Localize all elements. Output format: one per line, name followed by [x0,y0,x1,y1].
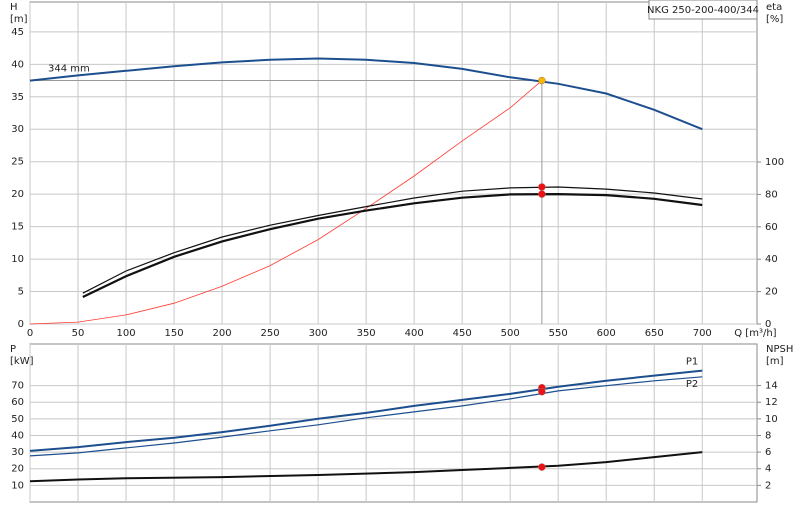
x-tick-label: 250 [261,328,280,339]
curve-label: P2 [686,379,698,390]
duty-point [538,76,546,85]
y-axis-title: H [10,2,18,13]
y2-tick-label: 14 [765,381,778,392]
y2-tick-label: 60 [765,222,778,233]
plot-frame [29,1,758,325]
y-tick-label: 25 [11,157,24,168]
y-axis-unit: [kW] [10,356,34,367]
y-tick-label: 10 [11,254,24,265]
x-tick-label: 50 [72,328,85,339]
y2-tick-label: 2 [765,480,771,491]
y2-tick-label: 8 [765,430,771,441]
x-axis-title: Q [m³/h] [734,328,776,339]
y2-tick-label: 0 [765,319,771,330]
curve [82,192,703,298]
y2-axis-unit: [m] [766,356,784,367]
y2-tick-label: 80 [765,189,778,200]
duty-point [538,183,546,191]
x-tick-label: 200 [213,328,232,339]
y2-tick-label: 12 [765,397,778,408]
y-tick-label: 35 [11,92,24,103]
y-tick-label: 20 [11,189,24,200]
y-axis-unit: [m] [10,14,28,25]
curve [82,186,703,294]
x-tick-label: 700 [693,328,712,339]
curve [29,57,703,131]
y2-tick-label: 10 [765,414,778,425]
y-tick-label: 50 [11,414,24,425]
x-tick-label: 350 [357,328,376,339]
y-tick-label: 40 [11,430,24,441]
x-tick-label: 600 [597,328,616,339]
y-axis-title: P [10,344,16,355]
x-tick-label: 100 [116,328,135,339]
x-tick-label: 550 [549,328,568,339]
duty-point [538,463,546,471]
curve [29,376,703,457]
y2-tick-label: 20 [765,287,778,298]
x-tick-label: 300 [309,328,328,339]
y-tick-label: 30 [11,124,24,135]
y-tick-label: 0 [18,319,24,330]
duty-point [538,387,546,396]
y2-tick-label: 100 [765,157,784,168]
y2-tick-label: 40 [765,254,778,265]
curve [29,369,703,452]
curve [29,80,543,325]
y2-tick-label: 4 [765,464,771,475]
y-tick-label: 70 [11,381,24,392]
x-tick-label: 500 [501,328,520,339]
y-tick-label: 40 [11,59,24,70]
y-tick-label: 60 [11,397,24,408]
curve [29,451,703,483]
curve-label: 344 mm [48,64,90,75]
y2-axis-unit: [%] [766,14,783,25]
x-tick-label: 150 [165,328,184,339]
y2-axis-title: eta [766,2,782,13]
duty-point [538,190,546,198]
title-box [648,0,758,20]
chart-title: NKG 250-200-400/344 [647,5,759,16]
y2-axis-title: NPSH [766,344,793,355]
x-tick-label: 0 [27,328,33,339]
y-tick-label: 15 [11,222,24,233]
curve-label: P1 [686,357,698,368]
y-tick-label: 10 [11,480,24,491]
y-tick-label: 20 [11,464,24,475]
x-tick-label: 400 [405,328,424,339]
y-tick-label: 5 [18,287,24,298]
y-tick-label: 30 [11,447,24,458]
y2-tick-label: 6 [765,447,771,458]
x-tick-label: 650 [645,328,664,339]
x-tick-label: 450 [453,328,472,339]
y-tick-label: 45 [11,27,24,38]
